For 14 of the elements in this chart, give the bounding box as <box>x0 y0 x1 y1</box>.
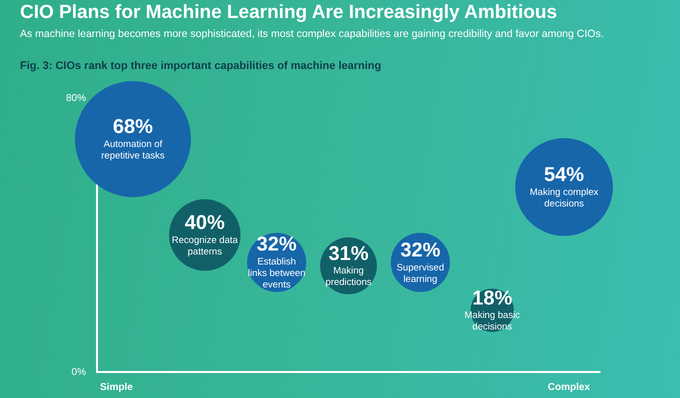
y-tick-label: 0% <box>72 366 86 378</box>
data-label: 32% Supervised learning <box>396 239 444 285</box>
data-label: 68% Automation of repetitive tasks <box>101 116 165 162</box>
data-label: 18% Making basic decisions <box>464 287 520 333</box>
chart-subtitle: As machine learning becomes more sophisticated, its most complex capabilities are gaining credibility and favor among CIOs. <box>20 28 604 40</box>
caption: Fig. 3: CIOs rank top three important capabilities of machine learning <box>20 60 382 72</box>
text: Simple <box>100 382 133 393</box>
data-label: 54% Making complex decisions <box>530 164 599 210</box>
chart-title: CIO Plans for Machine Learning Are Increasingly Ambitious <box>20 2 558 24</box>
data-label: 31% Making predictions <box>326 242 372 288</box>
data-label: 40% Recognize data patterns <box>172 212 239 258</box>
y-tick-label: 80% <box>66 92 86 104</box>
text: Complex <box>548 382 590 393</box>
data-label: 32% Establish links between events <box>248 234 306 291</box>
